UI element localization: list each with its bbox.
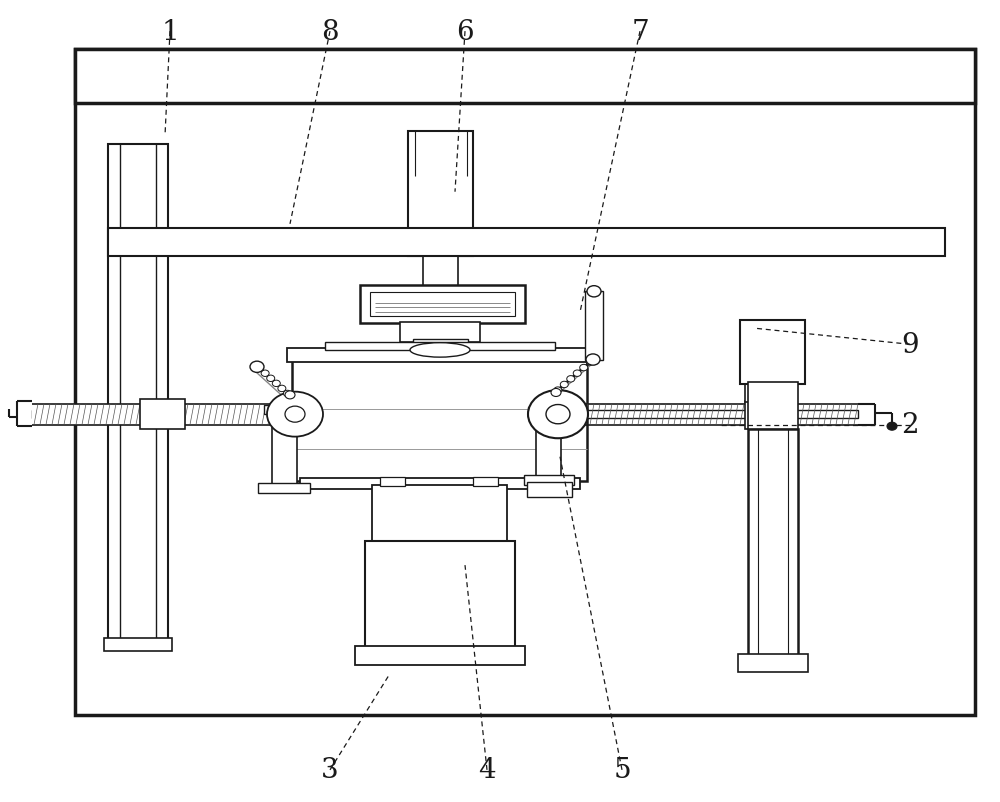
Bar: [745, 401, 785, 430]
Bar: [108, 144, 168, 642]
Circle shape: [586, 354, 600, 366]
Circle shape: [554, 387, 562, 394]
Bar: [75, 50, 975, 104]
Ellipse shape: [410, 343, 470, 358]
Circle shape: [278, 386, 286, 392]
Circle shape: [256, 366, 264, 372]
Circle shape: [272, 381, 280, 387]
Bar: [528, 407, 570, 417]
Bar: [32, 411, 292, 419]
Bar: [370, 293, 515, 317]
Bar: [372, 485, 507, 545]
Bar: [264, 405, 304, 415]
Circle shape: [580, 365, 588, 371]
Circle shape: [261, 371, 269, 377]
Bar: [360, 286, 525, 324]
Bar: [558, 411, 858, 419]
Text: 4: 4: [478, 756, 496, 784]
Text: 3: 3: [321, 756, 339, 784]
Text: 8: 8: [321, 18, 339, 46]
Bar: [292, 361, 587, 481]
Bar: [300, 478, 580, 489]
Bar: [473, 477, 498, 487]
Bar: [258, 484, 310, 493]
Bar: [32, 404, 292, 425]
Bar: [524, 476, 574, 485]
Bar: [748, 429, 798, 658]
Circle shape: [587, 286, 601, 298]
Bar: [740, 321, 805, 385]
Circle shape: [267, 392, 323, 437]
Bar: [748, 383, 798, 429]
Bar: [408, 132, 473, 257]
Bar: [585, 292, 603, 360]
Bar: [75, 50, 975, 715]
Circle shape: [551, 389, 561, 397]
Bar: [413, 339, 468, 351]
Circle shape: [267, 375, 275, 382]
Bar: [380, 477, 405, 487]
Bar: [745, 371, 785, 403]
Circle shape: [528, 391, 588, 439]
Bar: [527, 483, 572, 497]
Text: 1: 1: [161, 18, 179, 46]
Text: 7: 7: [631, 18, 649, 46]
Bar: [140, 399, 185, 430]
Circle shape: [567, 376, 575, 383]
Circle shape: [887, 423, 897, 431]
Bar: [355, 646, 525, 666]
Circle shape: [586, 359, 594, 366]
Circle shape: [285, 391, 295, 399]
Text: 9: 9: [901, 331, 919, 358]
Bar: [536, 413, 561, 477]
Circle shape: [283, 391, 291, 397]
Text: 2: 2: [901, 411, 919, 439]
Bar: [365, 541, 515, 650]
Circle shape: [573, 371, 581, 377]
Circle shape: [560, 382, 568, 388]
Bar: [325, 342, 555, 350]
Text: 6: 6: [456, 18, 474, 46]
Text: 5: 5: [613, 756, 631, 784]
Bar: [400, 322, 480, 342]
Bar: [738, 654, 808, 672]
Bar: [104, 638, 172, 651]
Bar: [287, 348, 592, 363]
Bar: [108, 229, 945, 257]
Circle shape: [546, 405, 570, 424]
Circle shape: [250, 362, 264, 373]
Bar: [423, 254, 458, 286]
Bar: [272, 411, 297, 485]
Circle shape: [285, 407, 305, 423]
